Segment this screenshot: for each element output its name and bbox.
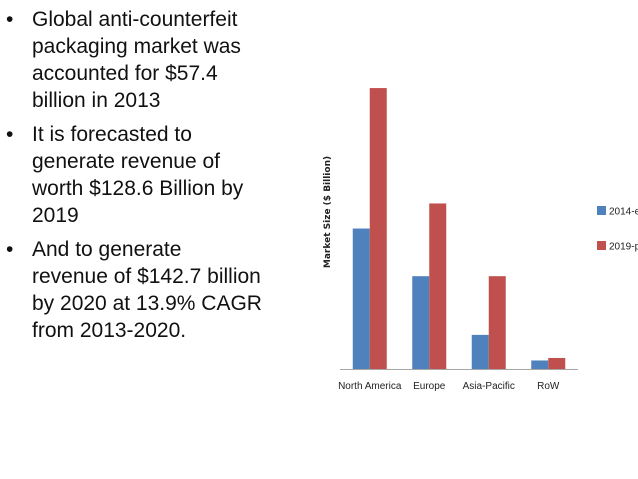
bar-2019-p-row bbox=[548, 357, 566, 369]
bar-2019-p-asia-pacific bbox=[488, 276, 506, 369]
x-tick-label: Asia-Pacific bbox=[463, 381, 515, 392]
bullet-item: • Global anti-counterfeit packaging mark… bbox=[6, 6, 328, 114]
legend-label-2014: 2014-e bbox=[609, 207, 638, 218]
x-tick-label: Europe bbox=[413, 381, 446, 392]
bullet-dot: • bbox=[6, 238, 14, 261]
chart-svg: North America Europe Asia-Pacific RoW Marke… bbox=[323, 88, 638, 392]
legend-swatch-2019 bbox=[597, 241, 606, 250]
bullet-item: • It is forecasted to generate revenue o… bbox=[6, 121, 328, 229]
y-axis-label: Market Size ($ Billion) bbox=[323, 156, 333, 268]
bar-2014-e-europe bbox=[412, 276, 430, 369]
x-tick-label: RoW bbox=[537, 381, 560, 392]
x-tick-label: North America bbox=[338, 381, 402, 392]
bar-2019-p-europe bbox=[429, 203, 447, 369]
bullet-dot: • bbox=[6, 8, 14, 31]
bar-2014-e-north-america bbox=[352, 228, 370, 369]
legend-label-2019: 2019-p bbox=[609, 242, 638, 253]
legend-swatch-2014 bbox=[597, 206, 606, 215]
legend: 2014-e 2019-p bbox=[597, 206, 638, 253]
bar-chart: North America Europe Asia-Pacific RoW Marke… bbox=[318, 62, 638, 412]
bar-2014-e-asia-pacific bbox=[471, 334, 489, 369]
bullet-text: It is forecasted to generate revenue of … bbox=[32, 123, 244, 227]
bar-2019-p-north-america bbox=[369, 88, 387, 370]
bullet-text: And to generate revenue of $142.7 billio… bbox=[32, 238, 262, 342]
bars-layer bbox=[352, 88, 566, 370]
bullet-text: Global anti-counterfeit packaging market… bbox=[32, 8, 241, 112]
bar-2014-e-row bbox=[531, 360, 549, 369]
bullet-item: • And to generate revenue of $142.7 bill… bbox=[6, 236, 328, 344]
bullet-list: • Global anti-counterfeit packaging mark… bbox=[6, 6, 328, 351]
bullet-dot: • bbox=[6, 123, 14, 146]
x-tick-labels: North America Europe Asia-Pacific RoW bbox=[338, 381, 560, 392]
